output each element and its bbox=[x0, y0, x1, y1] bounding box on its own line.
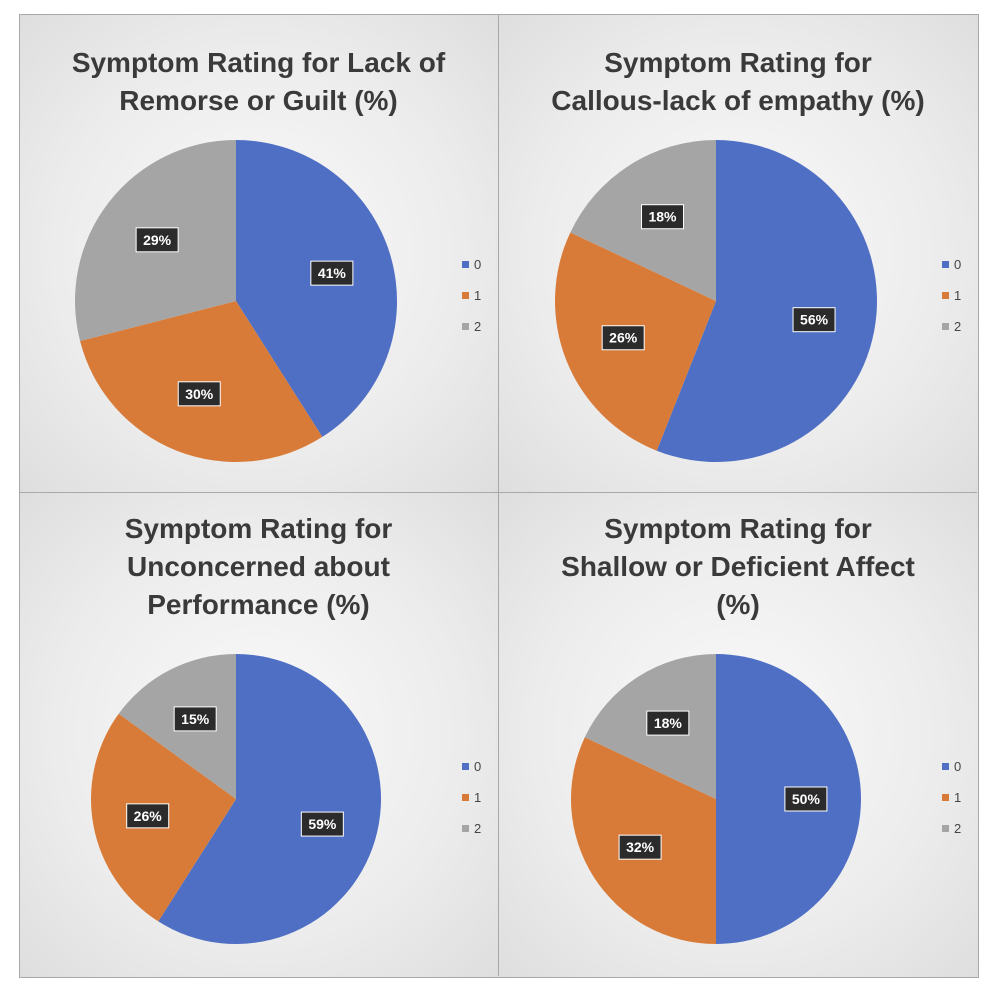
legend-label: 1 bbox=[474, 288, 481, 303]
data-label: 29% bbox=[135, 227, 179, 253]
data-label-text: 56% bbox=[800, 312, 829, 328]
pie-chart-svg: 59% 26% 15% 0 1 2 bbox=[90, 654, 481, 944]
chart-panel-affect: Symptom Rating for Shallow or Deficient … bbox=[498, 492, 978, 977]
chart-panel-remorse: Symptom Rating for Lack of Remorse or Gu… bbox=[19, 14, 498, 492]
data-label-box bbox=[646, 710, 690, 736]
legend-swatch bbox=[462, 292, 469, 299]
data-label-text: 18% bbox=[654, 715, 683, 731]
data-label-box bbox=[135, 227, 179, 253]
chart-title: Symptom Rating for Unconcerned about Per… bbox=[124, 513, 393, 620]
legend-swatch bbox=[462, 825, 469, 832]
data-label: 30% bbox=[177, 381, 221, 407]
data-label-text: 18% bbox=[648, 209, 677, 225]
data-label-box bbox=[126, 803, 170, 829]
data-label: 50% bbox=[784, 786, 828, 812]
chart-panel-performance: Symptom Rating for Unconcerned about Per… bbox=[19, 492, 498, 977]
data-label-box bbox=[601, 325, 645, 351]
data-label-box bbox=[792, 307, 836, 333]
data-label-text: 26% bbox=[609, 330, 638, 346]
data-label-text: 50% bbox=[792, 791, 821, 807]
data-label: 26% bbox=[601, 325, 645, 351]
data-label: 26% bbox=[126, 803, 170, 829]
data-label: 18% bbox=[646, 710, 690, 736]
data-label-box bbox=[177, 381, 221, 407]
data-label: 18% bbox=[641, 204, 685, 230]
data-label-text: 29% bbox=[143, 232, 172, 248]
pie-slice-0 bbox=[656, 140, 878, 462]
legend-label: 1 bbox=[954, 790, 961, 805]
legend-label: 2 bbox=[954, 821, 961, 836]
data-label: 59% bbox=[300, 811, 344, 837]
legend-label: 0 bbox=[954, 759, 961, 774]
pie-slice-0 bbox=[158, 654, 382, 944]
chart-title: Symptom Rating for Callous-lack of empat… bbox=[551, 47, 925, 116]
legend-label: 1 bbox=[474, 790, 481, 805]
legend-swatch bbox=[942, 292, 949, 299]
legend-label: 0 bbox=[954, 257, 961, 272]
legend-swatch bbox=[462, 261, 469, 268]
legend-swatch bbox=[942, 261, 949, 268]
data-label-box bbox=[784, 786, 828, 812]
data-label: 32% bbox=[618, 834, 662, 860]
pie-chart-svg: 56% 26% 18% 0 1 2 bbox=[555, 140, 961, 462]
data-label-text: 32% bbox=[626, 839, 655, 855]
legend-swatch bbox=[942, 323, 949, 330]
data-label: 15% bbox=[173, 706, 217, 732]
pie-slice-0 bbox=[236, 140, 398, 437]
data-label-box bbox=[618, 834, 662, 860]
legend-swatch bbox=[462, 794, 469, 801]
chart-panel-callous: Symptom Rating for Callous-lack of empat… bbox=[498, 14, 978, 492]
data-label-box bbox=[173, 706, 217, 732]
data-label-box bbox=[641, 204, 685, 230]
legend-label: 2 bbox=[474, 821, 481, 836]
legend-swatch bbox=[942, 794, 949, 801]
legend-label: 2 bbox=[474, 319, 481, 334]
data-label-box bbox=[300, 811, 344, 837]
pie-chart-svg: 41% 30% 29% 0 1 2 bbox=[74, 140, 481, 463]
chart-title: Symptom Rating for Lack of Remorse or Gu… bbox=[71, 47, 446, 116]
legend-label: 0 bbox=[474, 759, 481, 774]
legend-swatch bbox=[462, 323, 469, 330]
legend-label: 2 bbox=[954, 319, 961, 334]
data-label-text: 15% bbox=[181, 711, 210, 727]
chart-title: Symptom Rating for Shallow or Deficient … bbox=[561, 513, 915, 620]
data-label-text: 59% bbox=[308, 816, 337, 832]
legend-label: 1 bbox=[954, 288, 961, 303]
legend-label: 0 bbox=[474, 257, 481, 272]
data-label-text: 30% bbox=[185, 386, 214, 402]
data-label-box bbox=[310, 260, 354, 286]
data-label: 41% bbox=[310, 260, 354, 286]
legend-swatch bbox=[942, 763, 949, 770]
data-label: 56% bbox=[792, 307, 836, 333]
legend-swatch bbox=[462, 763, 469, 770]
data-label-text: 41% bbox=[318, 265, 347, 281]
legend-swatch bbox=[942, 825, 949, 832]
data-label-text: 26% bbox=[134, 808, 163, 824]
pie-chart-svg: 50% 32% 18% 0 1 2 bbox=[571, 654, 961, 944]
